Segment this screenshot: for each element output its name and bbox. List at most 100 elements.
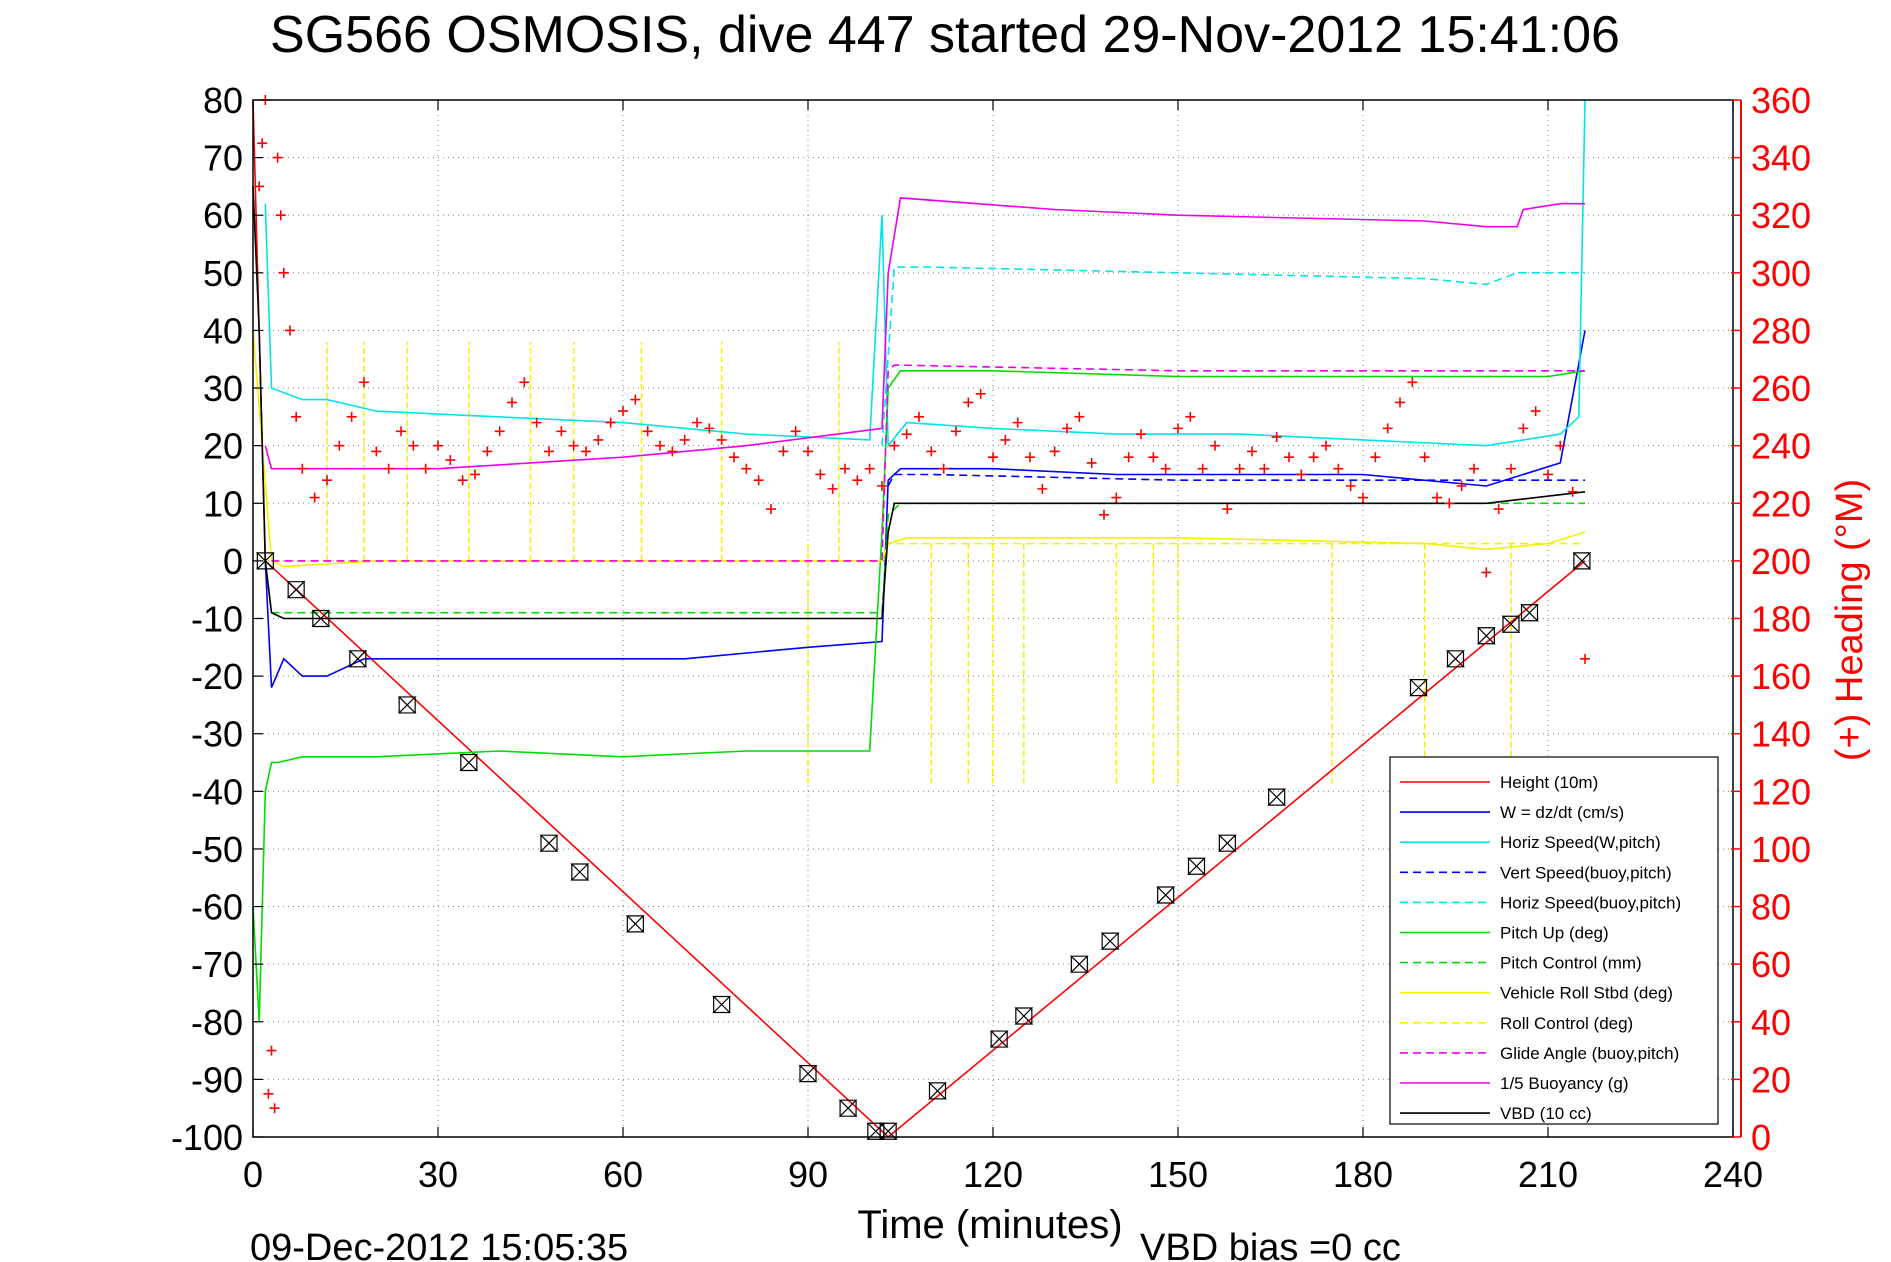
- y-tick-label: -30: [191, 714, 243, 755]
- heading-marker: [568, 440, 579, 451]
- series-line-4: [881, 266, 1585, 446]
- heading-marker: [297, 463, 308, 474]
- depth-marker: [1156, 886, 1176, 904]
- y-tick-label: 40: [203, 310, 243, 351]
- heading-marker: [346, 411, 357, 422]
- series-line-3: [887, 473, 1585, 487]
- right-axis-label: (+) Heading (°M): [1829, 479, 1871, 761]
- y-tick-label: -50: [191, 829, 243, 870]
- y2-tick-label: 300: [1751, 253, 1811, 294]
- depth-marker: [1409, 679, 1428, 697]
- heading-marker: [1247, 446, 1257, 457]
- depth-marker: [1187, 857, 1206, 875]
- series-line-5: [252, 369, 1586, 1022]
- heading-marker: [322, 475, 332, 486]
- heading-marker: [269, 1103, 280, 1114]
- x-tick-label: 90: [788, 1154, 828, 1195]
- heading-marker: [494, 426, 505, 437]
- heading-marker: [975, 388, 986, 399]
- legend-label-7: Vehicle Roll Stbd (deg): [1500, 984, 1673, 1003]
- heading-marker: [790, 426, 801, 437]
- heading-marker: [655, 440, 665, 451]
- y2-tick-label: 240: [1751, 426, 1811, 467]
- y-tick-label: 60: [203, 195, 243, 236]
- legend-label-6: Pitch Control (mm): [1500, 954, 1642, 973]
- heading-marker: [753, 475, 764, 486]
- y2-tick-label: 120: [1751, 771, 1811, 812]
- y2-tick-label: 340: [1751, 138, 1811, 179]
- heading-marker: [1333, 463, 1344, 474]
- heading-marker: [544, 446, 554, 457]
- heading-marker: [1259, 463, 1270, 474]
- depth-marker: [570, 863, 590, 881]
- heading-marker: [1469, 463, 1479, 474]
- depth-marker: [1476, 627, 1496, 645]
- legend-label-2: Horiz Speed(W,pitch): [1500, 833, 1661, 852]
- heading-marker: [309, 492, 320, 503]
- series-line-9: [271, 364, 1585, 562]
- heading-marker: [1493, 504, 1504, 515]
- heading-marker: [1099, 509, 1109, 520]
- heading-marker: [531, 417, 542, 428]
- heading-marker: [408, 440, 419, 451]
- y-tick-label: 70: [203, 138, 243, 179]
- heading-marker: [1049, 446, 1060, 457]
- heading-marker: [257, 138, 268, 149]
- depth-marker: [1217, 834, 1237, 852]
- y2-tick-label: 200: [1751, 541, 1811, 582]
- legend-box: [1389, 756, 1719, 1125]
- heading-marker: [445, 455, 456, 466]
- heading-marker: [420, 463, 431, 474]
- heading-marker: [1370, 452, 1381, 463]
- legend-label-1: W = dz/dt (cm/s): [1500, 803, 1624, 822]
- x-tick-label: 60: [603, 1154, 643, 1195]
- y-tick-label: 50: [203, 253, 243, 294]
- heading-marker: [1419, 452, 1430, 463]
- heading-marker: [827, 483, 838, 494]
- y-tick-label: -90: [191, 1059, 243, 1100]
- y-tick-label: -20: [191, 656, 243, 697]
- legend-label-0: Height (10m): [1500, 773, 1598, 792]
- heading-marker: [1148, 452, 1159, 463]
- heading-marker: [630, 394, 641, 405]
- heading-marker: [278, 267, 289, 278]
- legend: Height (10m) W = dz/dt (cm/s) Horiz Speed(…: [1389, 756, 1719, 1125]
- heading-marker: [1444, 498, 1455, 509]
- series-line-10: [264, 197, 1585, 470]
- depth-marker: [311, 609, 331, 628]
- legend-label-4: Horiz Speed(buoy,pitch): [1500, 893, 1681, 912]
- y2-tick-label: 160: [1751, 656, 1811, 697]
- y2-tick-label: 140: [1751, 714, 1811, 755]
- depth-marker: [625, 915, 645, 933]
- y2-tick-label: 280: [1751, 310, 1811, 351]
- heading-marker: [704, 423, 715, 434]
- y-tick-label: 0: [223, 541, 243, 582]
- heading-marker: [254, 181, 265, 192]
- heading-marker: [1271, 432, 1282, 443]
- series-line-1: [264, 330, 1586, 688]
- heading-marker: [1481, 567, 1492, 578]
- x-tick-label: 30: [418, 1154, 458, 1195]
- heading-marker: [556, 426, 567, 437]
- y2-tick-label: 0: [1751, 1117, 1771, 1158]
- depth-marker: [1501, 615, 1521, 633]
- heading-marker: [1000, 434, 1011, 445]
- x-axis-label: Time (minutes): [857, 1203, 1122, 1247]
- heading-marker: [275, 210, 286, 221]
- footer-timestamp: 09-Dec-2012 15:05:35: [250, 1227, 628, 1262]
- heading-marker: [864, 463, 875, 474]
- heading-marker: [1296, 469, 1307, 480]
- heading-marker: [1012, 417, 1023, 428]
- heading-marker: [1506, 463, 1516, 474]
- y2-tick-label: 260: [1751, 368, 1811, 409]
- depth-marker: [712, 995, 732, 1014]
- heading-marker: [1308, 452, 1319, 463]
- heading-marker: [914, 411, 924, 422]
- heading-marker: [285, 325, 295, 336]
- y2-tick-label: 220: [1751, 483, 1811, 524]
- heading-marker: [1407, 377, 1418, 388]
- legend-label-9: Glide Angle (buoy,pitch): [1500, 1044, 1679, 1063]
- depth-marker: [1520, 604, 1539, 622]
- heading-marker: [371, 446, 382, 457]
- heading-marker: [1358, 492, 1368, 503]
